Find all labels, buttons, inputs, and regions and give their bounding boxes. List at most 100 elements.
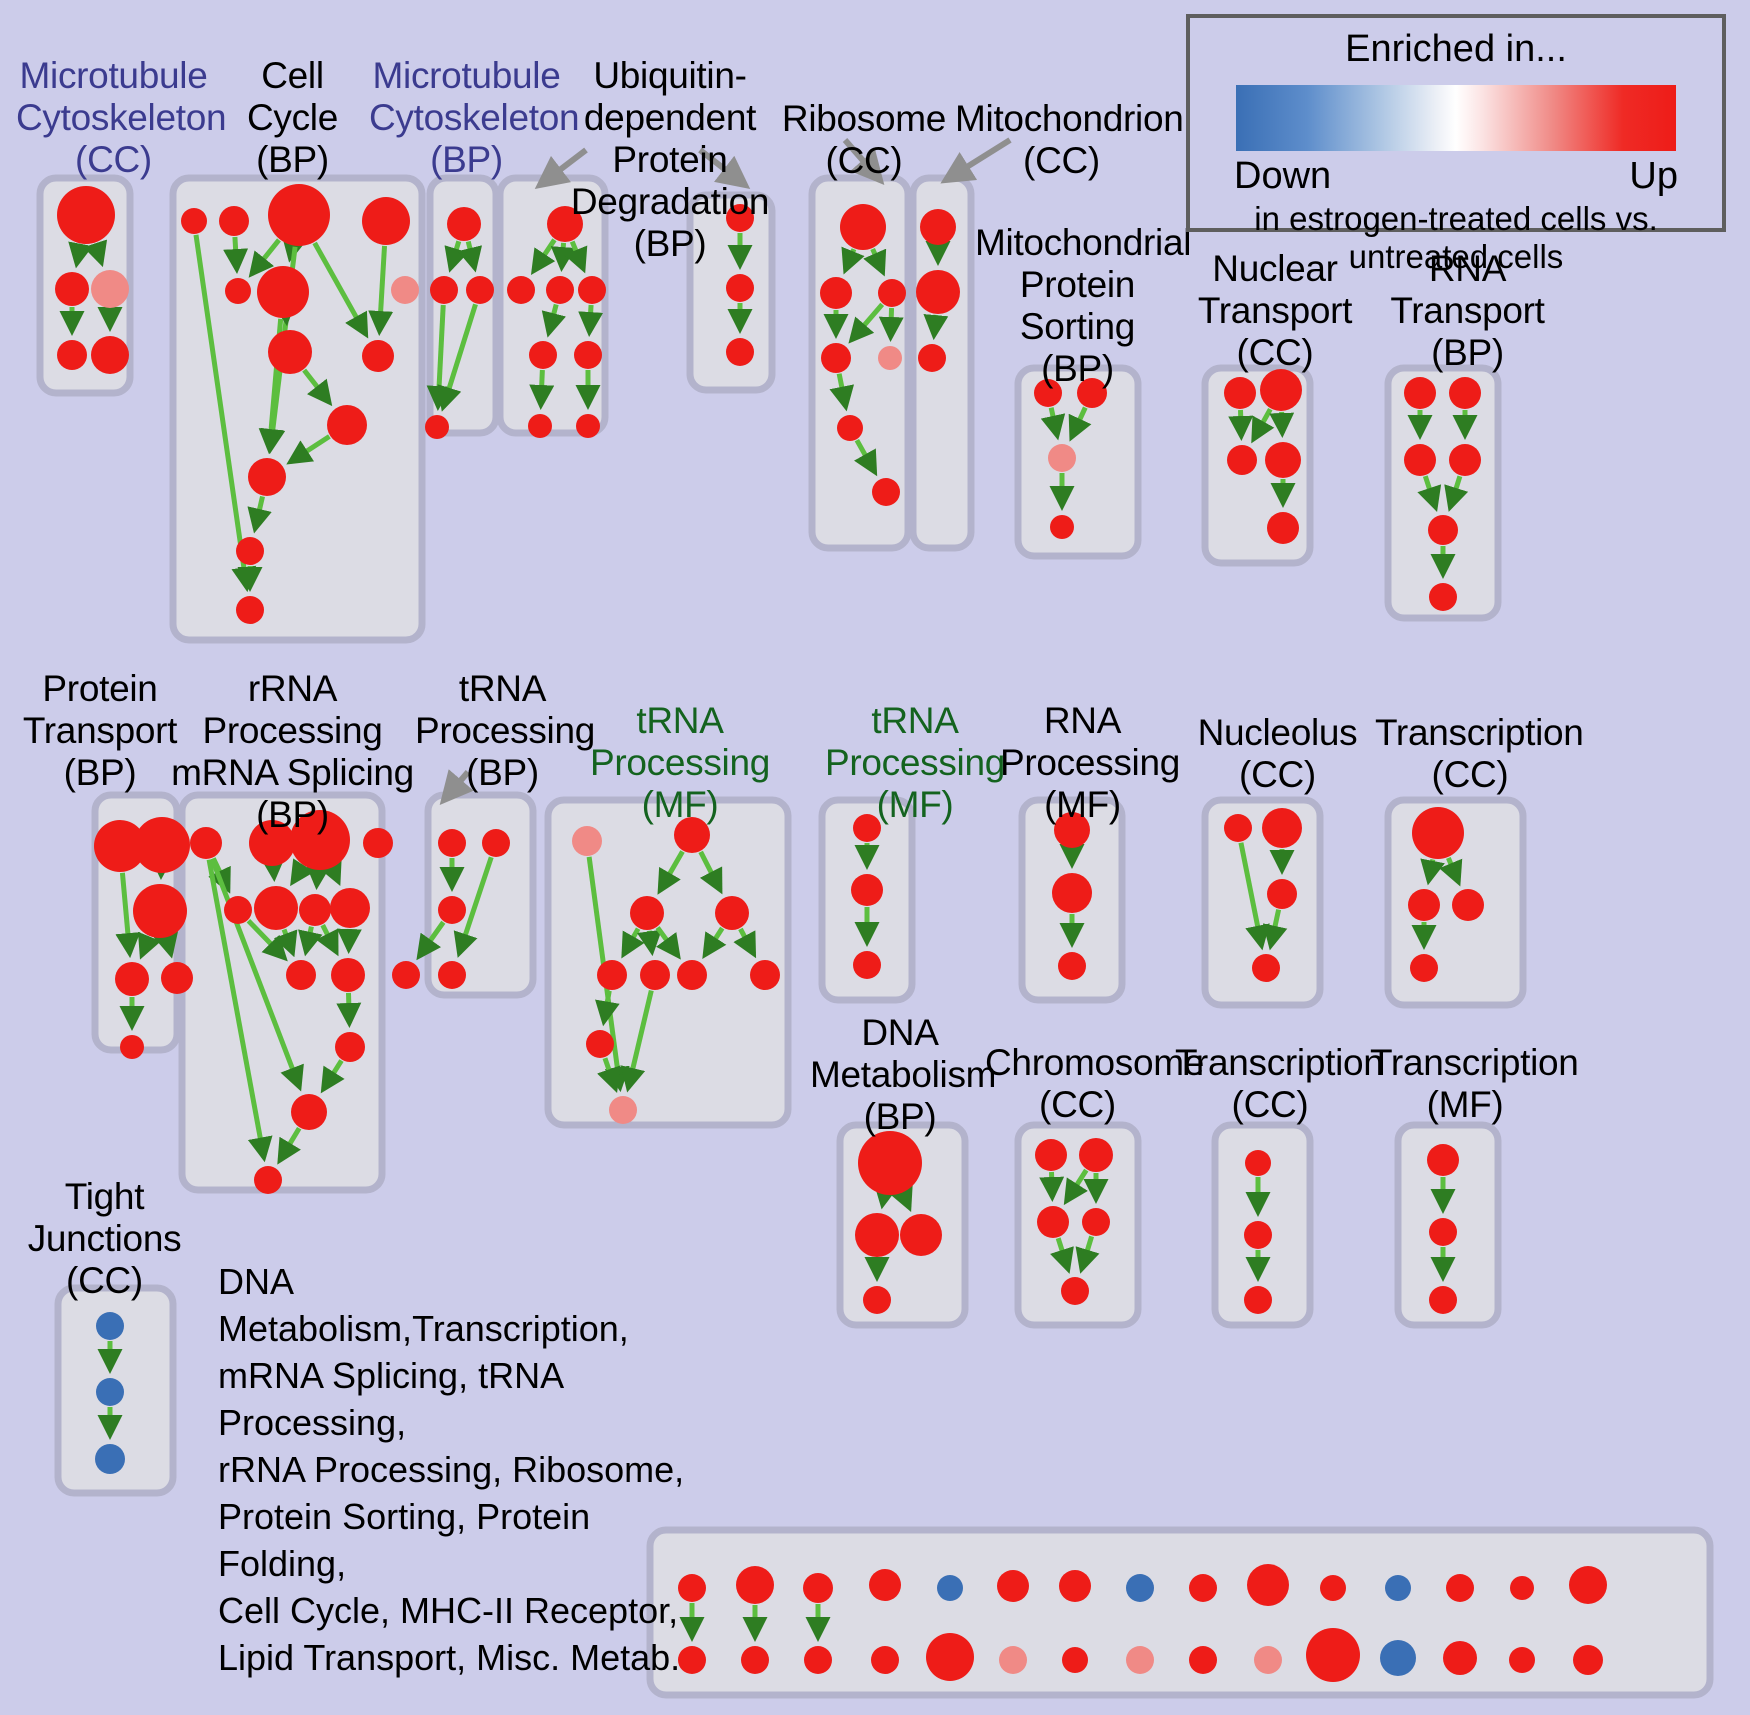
graph-node[interactable] xyxy=(438,961,466,989)
graph-node[interactable] xyxy=(1265,442,1301,478)
graph-node[interactable] xyxy=(1224,814,1252,842)
graph-node[interactable] xyxy=(1050,515,1074,539)
graph-node[interactable] xyxy=(91,270,129,308)
graph-node[interactable] xyxy=(597,960,627,990)
graph-node[interactable] xyxy=(94,820,146,872)
graph-node[interactable] xyxy=(330,888,370,928)
graph-node[interactable] xyxy=(878,346,902,370)
graph-node[interactable] xyxy=(236,537,264,565)
graph-node[interactable] xyxy=(1052,873,1092,913)
graph-node[interactable] xyxy=(871,1646,899,1674)
graph-node[interactable] xyxy=(804,1646,832,1674)
graph-node[interactable] xyxy=(741,1646,769,1674)
graph-node[interactable] xyxy=(430,276,458,304)
graph-node[interactable] xyxy=(1429,1218,1457,1246)
graph-node[interactable] xyxy=(1048,444,1076,472)
graph-node[interactable] xyxy=(190,827,222,859)
graph-node[interactable] xyxy=(482,829,510,857)
graph-node[interactable] xyxy=(1244,1286,1272,1314)
graph-node[interactable] xyxy=(438,829,466,857)
graph-node[interactable] xyxy=(574,341,602,369)
graph-node[interactable] xyxy=(586,1030,614,1058)
graph-node[interactable] xyxy=(1404,444,1436,476)
graph-node[interactable] xyxy=(997,1570,1029,1602)
graph-node[interactable] xyxy=(1320,1575,1346,1601)
graph-node[interactable] xyxy=(1569,1566,1607,1604)
graph-node[interactable] xyxy=(900,1214,942,1256)
graph-node[interactable] xyxy=(447,207,481,241)
graph-node[interactable] xyxy=(1061,1277,1089,1305)
graph-node[interactable] xyxy=(529,341,557,369)
graph-node[interactable] xyxy=(678,1574,706,1602)
graph-node[interactable] xyxy=(609,1096,637,1124)
graph-node[interactable] xyxy=(291,1094,327,1130)
graph-node[interactable] xyxy=(1034,379,1062,407)
graph-node[interactable] xyxy=(425,415,449,439)
graph-node[interactable] xyxy=(57,340,87,370)
graph-node[interactable] xyxy=(219,206,249,236)
graph-node[interactable] xyxy=(254,1166,282,1194)
graph-node[interactable] xyxy=(392,961,420,989)
graph-node[interactable] xyxy=(96,1378,124,1406)
graph-node[interactable] xyxy=(547,206,583,242)
graph-node[interactable] xyxy=(677,960,707,990)
graph-node[interactable] xyxy=(248,458,286,496)
graph-node[interactable] xyxy=(1446,1574,1474,1602)
graph-node[interactable] xyxy=(181,208,207,234)
graph-node[interactable] xyxy=(115,962,149,996)
graph-node[interactable] xyxy=(257,266,309,318)
graph-node[interactable] xyxy=(331,958,365,992)
graph-node[interactable] xyxy=(1126,1574,1154,1602)
graph-node[interactable] xyxy=(863,1286,891,1314)
graph-node[interactable] xyxy=(57,186,115,244)
graph-node[interactable] xyxy=(1245,1150,1271,1176)
graph-node[interactable] xyxy=(1254,1646,1282,1674)
graph-node[interactable] xyxy=(837,415,863,441)
graph-node[interactable] xyxy=(872,478,900,506)
graph-node[interactable] xyxy=(1059,1570,1091,1602)
graph-node[interactable] xyxy=(290,810,350,870)
graph-node[interactable] xyxy=(161,962,193,994)
graph-node[interactable] xyxy=(1267,879,1297,909)
graph-node[interactable] xyxy=(95,1444,125,1474)
graph-node[interactable] xyxy=(576,414,600,438)
graph-node[interactable] xyxy=(1247,1564,1289,1606)
graph-node[interactable] xyxy=(254,886,298,930)
graph-node[interactable] xyxy=(1449,377,1481,409)
graph-node[interactable] xyxy=(362,197,410,245)
graph-node[interactable] xyxy=(528,414,552,438)
graph-node[interactable] xyxy=(999,1646,1027,1674)
graph-node[interactable] xyxy=(1452,889,1484,921)
graph-node[interactable] xyxy=(1252,954,1280,982)
graph-node[interactable] xyxy=(134,817,190,873)
graph-node[interactable] xyxy=(572,826,602,856)
graph-node[interactable] xyxy=(855,1213,899,1257)
graph-node[interactable] xyxy=(869,1569,901,1601)
graph-node[interactable] xyxy=(820,277,852,309)
graph-node[interactable] xyxy=(363,828,393,858)
graph-node[interactable] xyxy=(1404,377,1436,409)
graph-node[interactable] xyxy=(1037,1206,1069,1238)
graph-node[interactable] xyxy=(1306,1628,1360,1682)
graph-node[interactable] xyxy=(630,896,664,930)
graph-node[interactable] xyxy=(120,1035,144,1059)
graph-node[interactable] xyxy=(362,340,394,372)
graph-node[interactable] xyxy=(678,1646,706,1674)
graph-node[interactable] xyxy=(853,814,881,842)
graph-node[interactable] xyxy=(1428,515,1458,545)
graph-node[interactable] xyxy=(750,960,780,990)
graph-node[interactable] xyxy=(1058,952,1086,980)
graph-node[interactable] xyxy=(1449,444,1481,476)
graph-node[interactable] xyxy=(918,344,946,372)
graph-node[interactable] xyxy=(1224,377,1256,409)
graph-node[interactable] xyxy=(878,279,906,307)
graph-node[interactable] xyxy=(803,1573,833,1603)
graph-node[interactable] xyxy=(840,204,886,250)
graph-node[interactable] xyxy=(1062,1647,1088,1673)
graph-node[interactable] xyxy=(466,276,494,304)
graph-node[interactable] xyxy=(1189,1574,1217,1602)
graph-node[interactable] xyxy=(236,596,264,624)
graph-node[interactable] xyxy=(391,276,419,304)
graph-node[interactable] xyxy=(1385,1575,1411,1601)
graph-node[interactable] xyxy=(1227,445,1257,475)
